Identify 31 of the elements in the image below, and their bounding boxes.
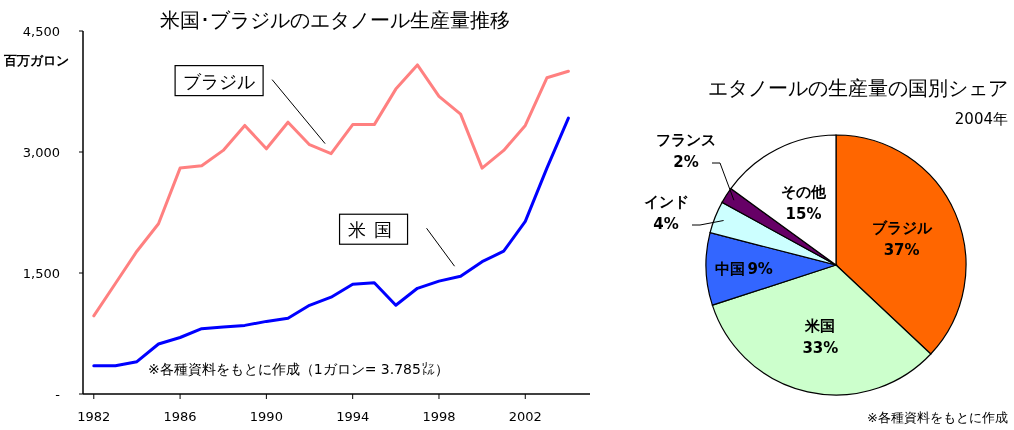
slice-label: その他 xyxy=(781,183,828,202)
slice-label: ブラジル xyxy=(871,218,933,237)
x-tick-label: 1982 xyxy=(77,409,111,424)
x-tick-label: 2002 xyxy=(508,409,542,424)
x-tick-label: 1994 xyxy=(336,409,370,424)
y-tick-label: - xyxy=(55,387,61,402)
series-label: ブラジル xyxy=(183,70,256,92)
data-label: 33% xyxy=(802,338,839,357)
annotation: ※各種資料をもとに作成（1ガロン= 3.785㍑） xyxy=(148,361,449,377)
text: 米国 xyxy=(347,219,400,241)
x-tick-label: 1998 xyxy=(422,409,456,424)
x-tick-label: 1990 xyxy=(249,409,283,424)
slice-label: インド xyxy=(643,193,689,211)
data-label: 37% xyxy=(883,240,920,259)
slice-label: 米国 xyxy=(804,316,836,335)
data-label: 15% xyxy=(785,205,822,224)
data-label: 2% xyxy=(673,153,699,171)
chart-title: 米国･ブラジルのエタノール生産量推移 xyxy=(160,8,510,32)
line-series xyxy=(92,63,570,318)
chart-title: エタノールの生産量の国別シェア xyxy=(708,76,1008,100)
y-tick-label: 1,500 xyxy=(22,266,60,281)
y-tick-label: 4,500 xyxy=(22,24,60,39)
slice-label: 中国 xyxy=(715,259,746,278)
y-axis-title: 百万ガロン xyxy=(3,53,69,68)
data-label: 9% xyxy=(747,259,773,278)
y-tick-label: 3,000 xyxy=(22,145,60,160)
chart-subtitle: 2004年 xyxy=(954,110,1008,128)
data-label: 4% xyxy=(653,215,679,233)
text: ※各種資料をもとに作成 xyxy=(867,410,1008,425)
x-tick-label: 1986 xyxy=(163,409,197,424)
slice-label: フランス xyxy=(656,131,716,149)
